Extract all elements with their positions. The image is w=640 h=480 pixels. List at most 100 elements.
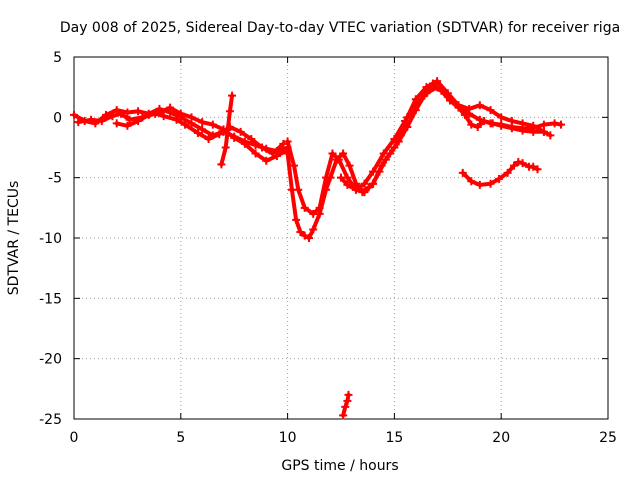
y-tick-label: 5: [53, 50, 62, 66]
data-point: [495, 174, 504, 183]
data-point: [403, 122, 412, 131]
data-point: [279, 139, 288, 148]
x-tick-label: 0: [70, 430, 79, 446]
x-axis-label: GPS time / hours: [281, 458, 398, 474]
data-point: [339, 149, 348, 158]
data-point: [394, 137, 403, 146]
data-point: [510, 161, 519, 170]
data-point: [292, 215, 301, 224]
data-point: [351, 185, 360, 194]
data-point: [344, 390, 353, 399]
data-point: [401, 116, 410, 125]
data-point: [480, 116, 489, 125]
data-point: [123, 108, 132, 117]
data-point: [300, 203, 309, 212]
y-tick-label: -20: [39, 352, 62, 368]
data-point: [458, 168, 467, 177]
data-point: [272, 151, 281, 160]
data-point: [475, 101, 484, 110]
data-point: [223, 125, 232, 134]
data-point: [228, 91, 237, 100]
data-point: [294, 185, 303, 194]
data-point: [181, 120, 190, 129]
y-tick-label: -15: [39, 291, 62, 307]
y-tick-label: -5: [48, 171, 62, 187]
data-point: [488, 119, 497, 128]
data-point: [518, 126, 527, 135]
x-axis-ticks: 0 5 10 15 20 25: [70, 57, 617, 446]
data-point: [339, 411, 348, 420]
data-point: [345, 161, 354, 170]
data-point: [369, 179, 378, 188]
data-point: [507, 124, 516, 133]
data-point: [217, 160, 226, 169]
data-point: [166, 103, 175, 112]
data-point: [539, 120, 548, 129]
data-point: [486, 106, 495, 115]
data-point: [74, 118, 83, 127]
data-point: [208, 120, 217, 129]
x-tick-label: 10: [279, 430, 297, 446]
data-point: [518, 119, 527, 128]
series-track-6: [283, 83, 555, 218]
data-point: [390, 135, 399, 144]
data-point: [503, 168, 512, 177]
data-point: [437, 86, 446, 95]
data-point: [155, 108, 164, 117]
data-point: [125, 115, 134, 124]
x-tick-label: 15: [385, 430, 403, 446]
data-point: [123, 121, 132, 130]
data-point: [411, 106, 420, 115]
data-point: [240, 139, 249, 148]
y-tick-label: -25: [39, 412, 62, 428]
data-point: [475, 180, 484, 189]
data-point: [465, 104, 474, 113]
data-point: [343, 396, 352, 405]
data-point: [304, 234, 313, 242]
data-point: [300, 231, 309, 240]
data-point: [337, 173, 345, 182]
series-track-8: [458, 157, 542, 189]
data-point: [369, 167, 378, 176]
data-point: [112, 106, 121, 115]
data-point: [251, 149, 260, 158]
data-point: [215, 130, 224, 139]
data-point: [386, 149, 395, 158]
data-point: [70, 110, 78, 119]
data-point: [134, 116, 143, 125]
x-tick-label: 25: [599, 430, 617, 446]
data-point: [550, 119, 559, 128]
data-point: [343, 180, 352, 189]
data-point: [454, 103, 463, 112]
data-point: [328, 149, 337, 158]
data-point: [341, 402, 350, 411]
data-point: [247, 135, 256, 144]
data-point: [497, 113, 506, 122]
data-point: [445, 96, 454, 105]
data-point: [557, 120, 566, 129]
data-point: [290, 161, 299, 170]
data-point: [283, 137, 292, 146]
data-point: [486, 179, 495, 188]
data-point: [514, 157, 523, 166]
data-point: [546, 131, 555, 140]
data-point: [539, 127, 548, 136]
data-point: [428, 79, 437, 88]
x-tick-label: 20: [492, 430, 510, 446]
data-point: [322, 173, 331, 182]
data-point: [315, 203, 324, 212]
data-point: [529, 162, 538, 171]
data-point: [360, 188, 369, 197]
data-point: [467, 177, 476, 186]
data-point: [144, 110, 153, 119]
series-track-3: [112, 103, 292, 165]
data-point: [236, 127, 245, 136]
data-point: [116, 109, 125, 118]
x-tick-label: 5: [176, 430, 185, 446]
data-point: [87, 115, 96, 124]
y-tick-label: 0: [53, 110, 62, 126]
data-point: [172, 115, 181, 124]
data-point: [134, 107, 143, 116]
data-point: [108, 112, 117, 121]
